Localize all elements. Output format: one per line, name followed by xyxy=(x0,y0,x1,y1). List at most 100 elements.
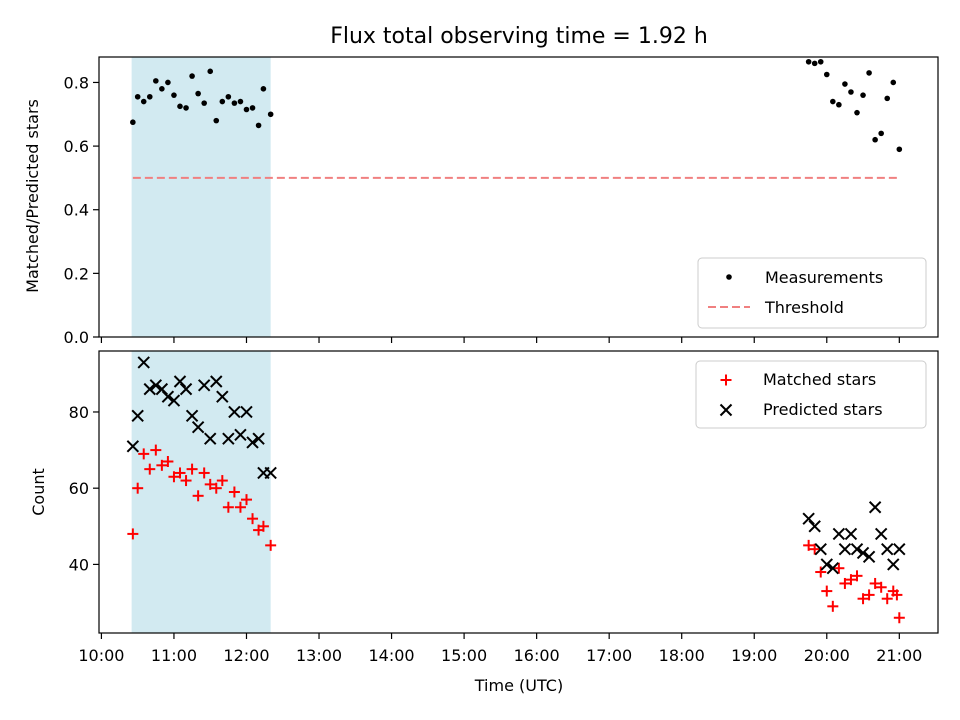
legend-matched-marker xyxy=(720,374,732,386)
measurement-point xyxy=(249,105,256,111)
x-b xyxy=(264,466,277,480)
x-b xyxy=(143,382,156,396)
measurement-point xyxy=(165,79,171,86)
legend-box xyxy=(695,360,927,429)
measurement-point xyxy=(171,92,177,98)
measurement-point xyxy=(811,60,818,67)
measurement-point xyxy=(159,86,165,92)
bottom-panel: 40 60 80 10:00 11:00 12:00 13:00 14:00 15:00 16:0… xyxy=(69,350,939,665)
matched-stars-point xyxy=(265,539,277,551)
predicted-stars-point xyxy=(167,394,181,407)
measurement-point xyxy=(189,73,195,79)
x-b xyxy=(856,546,870,560)
legend-threshold-label: Threshold xyxy=(764,298,844,317)
observing-interval-band xyxy=(131,57,271,337)
matched-stars-point xyxy=(869,577,881,589)
matched-stars-point xyxy=(234,501,246,513)
x-b xyxy=(155,382,169,396)
x-tick-label: 13:00 xyxy=(296,646,342,665)
predicted-stars-point xyxy=(179,382,193,396)
measurement-point xyxy=(134,93,141,100)
matched-stars-point xyxy=(216,475,228,487)
x-b xyxy=(185,409,199,422)
measurement-point xyxy=(219,98,226,105)
predicted-stars-point xyxy=(814,542,827,556)
x-tick-label: 19:00 xyxy=(731,646,777,665)
matched-stars-point xyxy=(210,482,222,494)
matched-stars-point xyxy=(240,494,252,506)
x-b xyxy=(844,527,858,541)
measurement-point xyxy=(195,90,201,97)
x-tick-label: 14:00 xyxy=(369,646,415,665)
matched-stars-point xyxy=(893,612,905,624)
x-tick-label: 10:00 xyxy=(78,646,124,665)
x-tick-label: 18:00 xyxy=(659,646,705,665)
x-b xyxy=(216,390,229,403)
predicted-stars-point xyxy=(126,440,140,453)
x-b xyxy=(161,390,175,403)
y-tick-label: 0.6 xyxy=(64,137,89,156)
predicted-stars-point xyxy=(191,421,205,434)
chart-title: Flux total observing time = 1.92 h xyxy=(330,24,708,49)
y-tick-label: 0.2 xyxy=(64,264,89,283)
matched-stars-point xyxy=(138,448,150,460)
matched-stars-point xyxy=(821,585,833,597)
measurement-point xyxy=(237,98,244,105)
legend-box xyxy=(697,257,927,329)
predicted-stars-point xyxy=(155,382,169,396)
x-axis-label: Time (UTC) xyxy=(474,676,563,695)
predicted-stars-point xyxy=(204,432,217,445)
predicted-stars-point xyxy=(143,382,156,396)
matched-stars-point xyxy=(180,475,192,487)
x-b xyxy=(719,403,733,417)
matched-stars-point xyxy=(827,600,839,612)
y-tick-label: 0.0 xyxy=(64,328,89,347)
predicted-stars-point xyxy=(222,432,235,445)
measurement-point xyxy=(848,89,854,95)
x-b xyxy=(838,542,852,556)
x-tick-label: 17:00 xyxy=(586,646,632,665)
predicted-stars-point xyxy=(838,542,852,556)
y-tick-label: 0.8 xyxy=(64,73,89,92)
predicted-stars-point xyxy=(197,379,211,392)
matched-stars-point xyxy=(839,577,851,589)
matched-stars-point xyxy=(204,478,216,490)
measurement-point xyxy=(836,101,842,108)
predicted-stars-point xyxy=(893,542,906,556)
measurement-point xyxy=(823,71,830,78)
x-b xyxy=(826,562,840,575)
predicted-stars-point xyxy=(131,409,144,422)
x-b xyxy=(131,409,144,422)
predicted-stars-point xyxy=(820,558,833,571)
matched-stars-point xyxy=(809,543,821,555)
predicted-stars-point xyxy=(161,390,175,403)
legend-matched-label: Matched stars xyxy=(763,370,876,389)
x-b xyxy=(252,432,265,445)
predicted-stars-point xyxy=(868,501,882,514)
x-b xyxy=(808,520,821,533)
y-tick-label: 60 xyxy=(69,479,89,498)
legend-predicted-marker xyxy=(719,403,733,417)
top-y-axis-label: Matched/Predicted stars xyxy=(23,99,42,293)
x-b xyxy=(832,527,846,541)
measurement-point xyxy=(130,119,136,126)
y-tick-label: 80 xyxy=(69,403,89,422)
x-b xyxy=(874,527,888,541)
matched-stars-point xyxy=(247,513,259,525)
x-b xyxy=(197,379,211,392)
measurement-point xyxy=(207,68,214,75)
measurement-point xyxy=(140,98,147,105)
x-b xyxy=(191,421,205,434)
measurement-point xyxy=(213,117,220,124)
predicted-stars-point xyxy=(826,562,840,575)
x-tick-label: 16:00 xyxy=(514,646,560,665)
x-b xyxy=(240,405,253,419)
matched-stars-point xyxy=(162,456,174,468)
x-b xyxy=(204,432,217,445)
x-b xyxy=(814,542,827,556)
predicted-stars-point xyxy=(856,546,870,560)
measurement-point xyxy=(842,81,848,87)
matched-stars-point xyxy=(257,520,269,532)
predicted-stars-point xyxy=(216,390,229,403)
